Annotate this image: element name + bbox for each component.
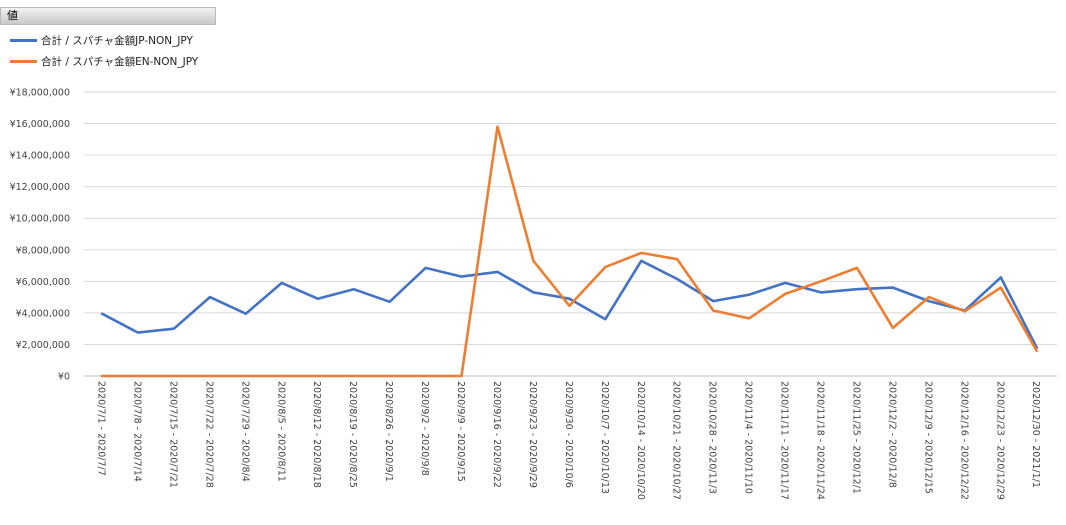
x-tick-label: 2020/9/16 - 2020/9/22 xyxy=(491,381,502,488)
y-tick-label: ¥10,000,000 xyxy=(10,214,70,225)
x-tick-label: 2020/12/9 - 2020/12/15 xyxy=(922,381,933,494)
x-tick-label: 2020/7/22 - 2020/7/28 xyxy=(203,381,214,488)
x-tick-label: 2020/7/8 - 2020/7/14 xyxy=(131,381,142,482)
x-tick-label: 2020/11/11 - 2020/11/17 xyxy=(779,381,790,500)
y-tick-label: ¥0 xyxy=(58,372,70,383)
y-tick-label: ¥18,000,000 xyxy=(10,88,70,99)
x-tick-label: 2020/9/30 - 2020/10/6 xyxy=(563,381,574,488)
x-tick-label: 2020/7/1 - 2020/7/7 xyxy=(96,381,107,476)
y-tick-label: ¥2,000,000 xyxy=(16,340,70,351)
y-tick-label: ¥6,000,000 xyxy=(16,277,70,288)
x-tick-label: 2020/12/30 - 2021/1/1 xyxy=(1030,381,1041,488)
series-line-0 xyxy=(100,259,1038,349)
y-tick-label: ¥14,000,000 xyxy=(10,151,70,162)
x-tick-label: 2020/8/26 - 2020/9/1 xyxy=(383,381,394,482)
x-tick-label: 2020/12/16 - 2020/12/22 xyxy=(958,381,969,500)
y-tick-label: ¥16,000,000 xyxy=(10,119,70,130)
x-tick-label: 2020/9/23 - 2020/9/29 xyxy=(527,381,538,488)
legend-swatch-jp xyxy=(10,39,37,42)
series-line-1 xyxy=(100,125,1038,378)
x-tick-label: 2020/8/5 - 2020/8/11 xyxy=(275,381,286,482)
x-tick-label: 2020/9/2 - 2020/9/8 xyxy=(419,381,430,476)
y-tick-label: ¥12,000,000 xyxy=(10,182,70,193)
x-tick-label: 2020/7/29 - 2020/8/4 xyxy=(239,381,250,482)
field-button[interactable]: 値 xyxy=(0,7,216,25)
legend-label-en: 合計 / スパチャ金額EN-NON_JPY xyxy=(41,56,199,68)
x-tick-label: 2020/9/9 - 2020/9/15 xyxy=(455,381,466,482)
x-tick-label: 2020/8/12 - 2020/8/18 xyxy=(311,381,322,488)
legend-item-jp[interactable]: 合計 / スパチャ金額JP-NON_JPY xyxy=(10,30,198,51)
x-tick-label: 2020/11/18 - 2020/11/24 xyxy=(815,381,826,500)
x-tick-label: 2020/8/19 - 2020/8/25 xyxy=(347,381,358,488)
x-tick-label: 2020/10/21 - 2020/10/27 xyxy=(671,381,682,500)
field-button-label: 値 xyxy=(7,9,18,22)
y-tick-label: ¥8,000,000 xyxy=(16,245,70,256)
legend-swatch-en xyxy=(10,60,37,63)
x-tick-label: 2020/7/15 - 2020/7/21 xyxy=(167,381,178,488)
legend-item-en[interactable]: 合計 / スパチャ金額EN-NON_JPY xyxy=(10,51,198,72)
x-tick-label: 2020/10/14 - 2020/10/20 xyxy=(635,381,646,500)
legend-label-jp: 合計 / スパチャ金額JP-NON_JPY xyxy=(41,35,193,47)
y-tick-label: ¥4,000,000 xyxy=(16,308,70,319)
x-tick-label: 2020/11/4 - 2020/11/10 xyxy=(743,381,754,494)
x-tick-label: 2020/10/7 - 2020/10/13 xyxy=(599,381,610,494)
x-tick-label: 2020/12/23 - 2020/12/29 xyxy=(994,381,1005,500)
legend: 合計 / スパチャ金額JP-NON_JPY 合計 / スパチャ金額EN-NON_… xyxy=(10,30,198,72)
x-tick-label: 2020/10/28 - 2020/11/3 xyxy=(707,381,718,494)
x-tick-label: 2020/12/2 - 2020/12/8 xyxy=(886,381,897,488)
x-tick-label: 2020/11/25 - 2020/12/1 xyxy=(850,381,861,494)
